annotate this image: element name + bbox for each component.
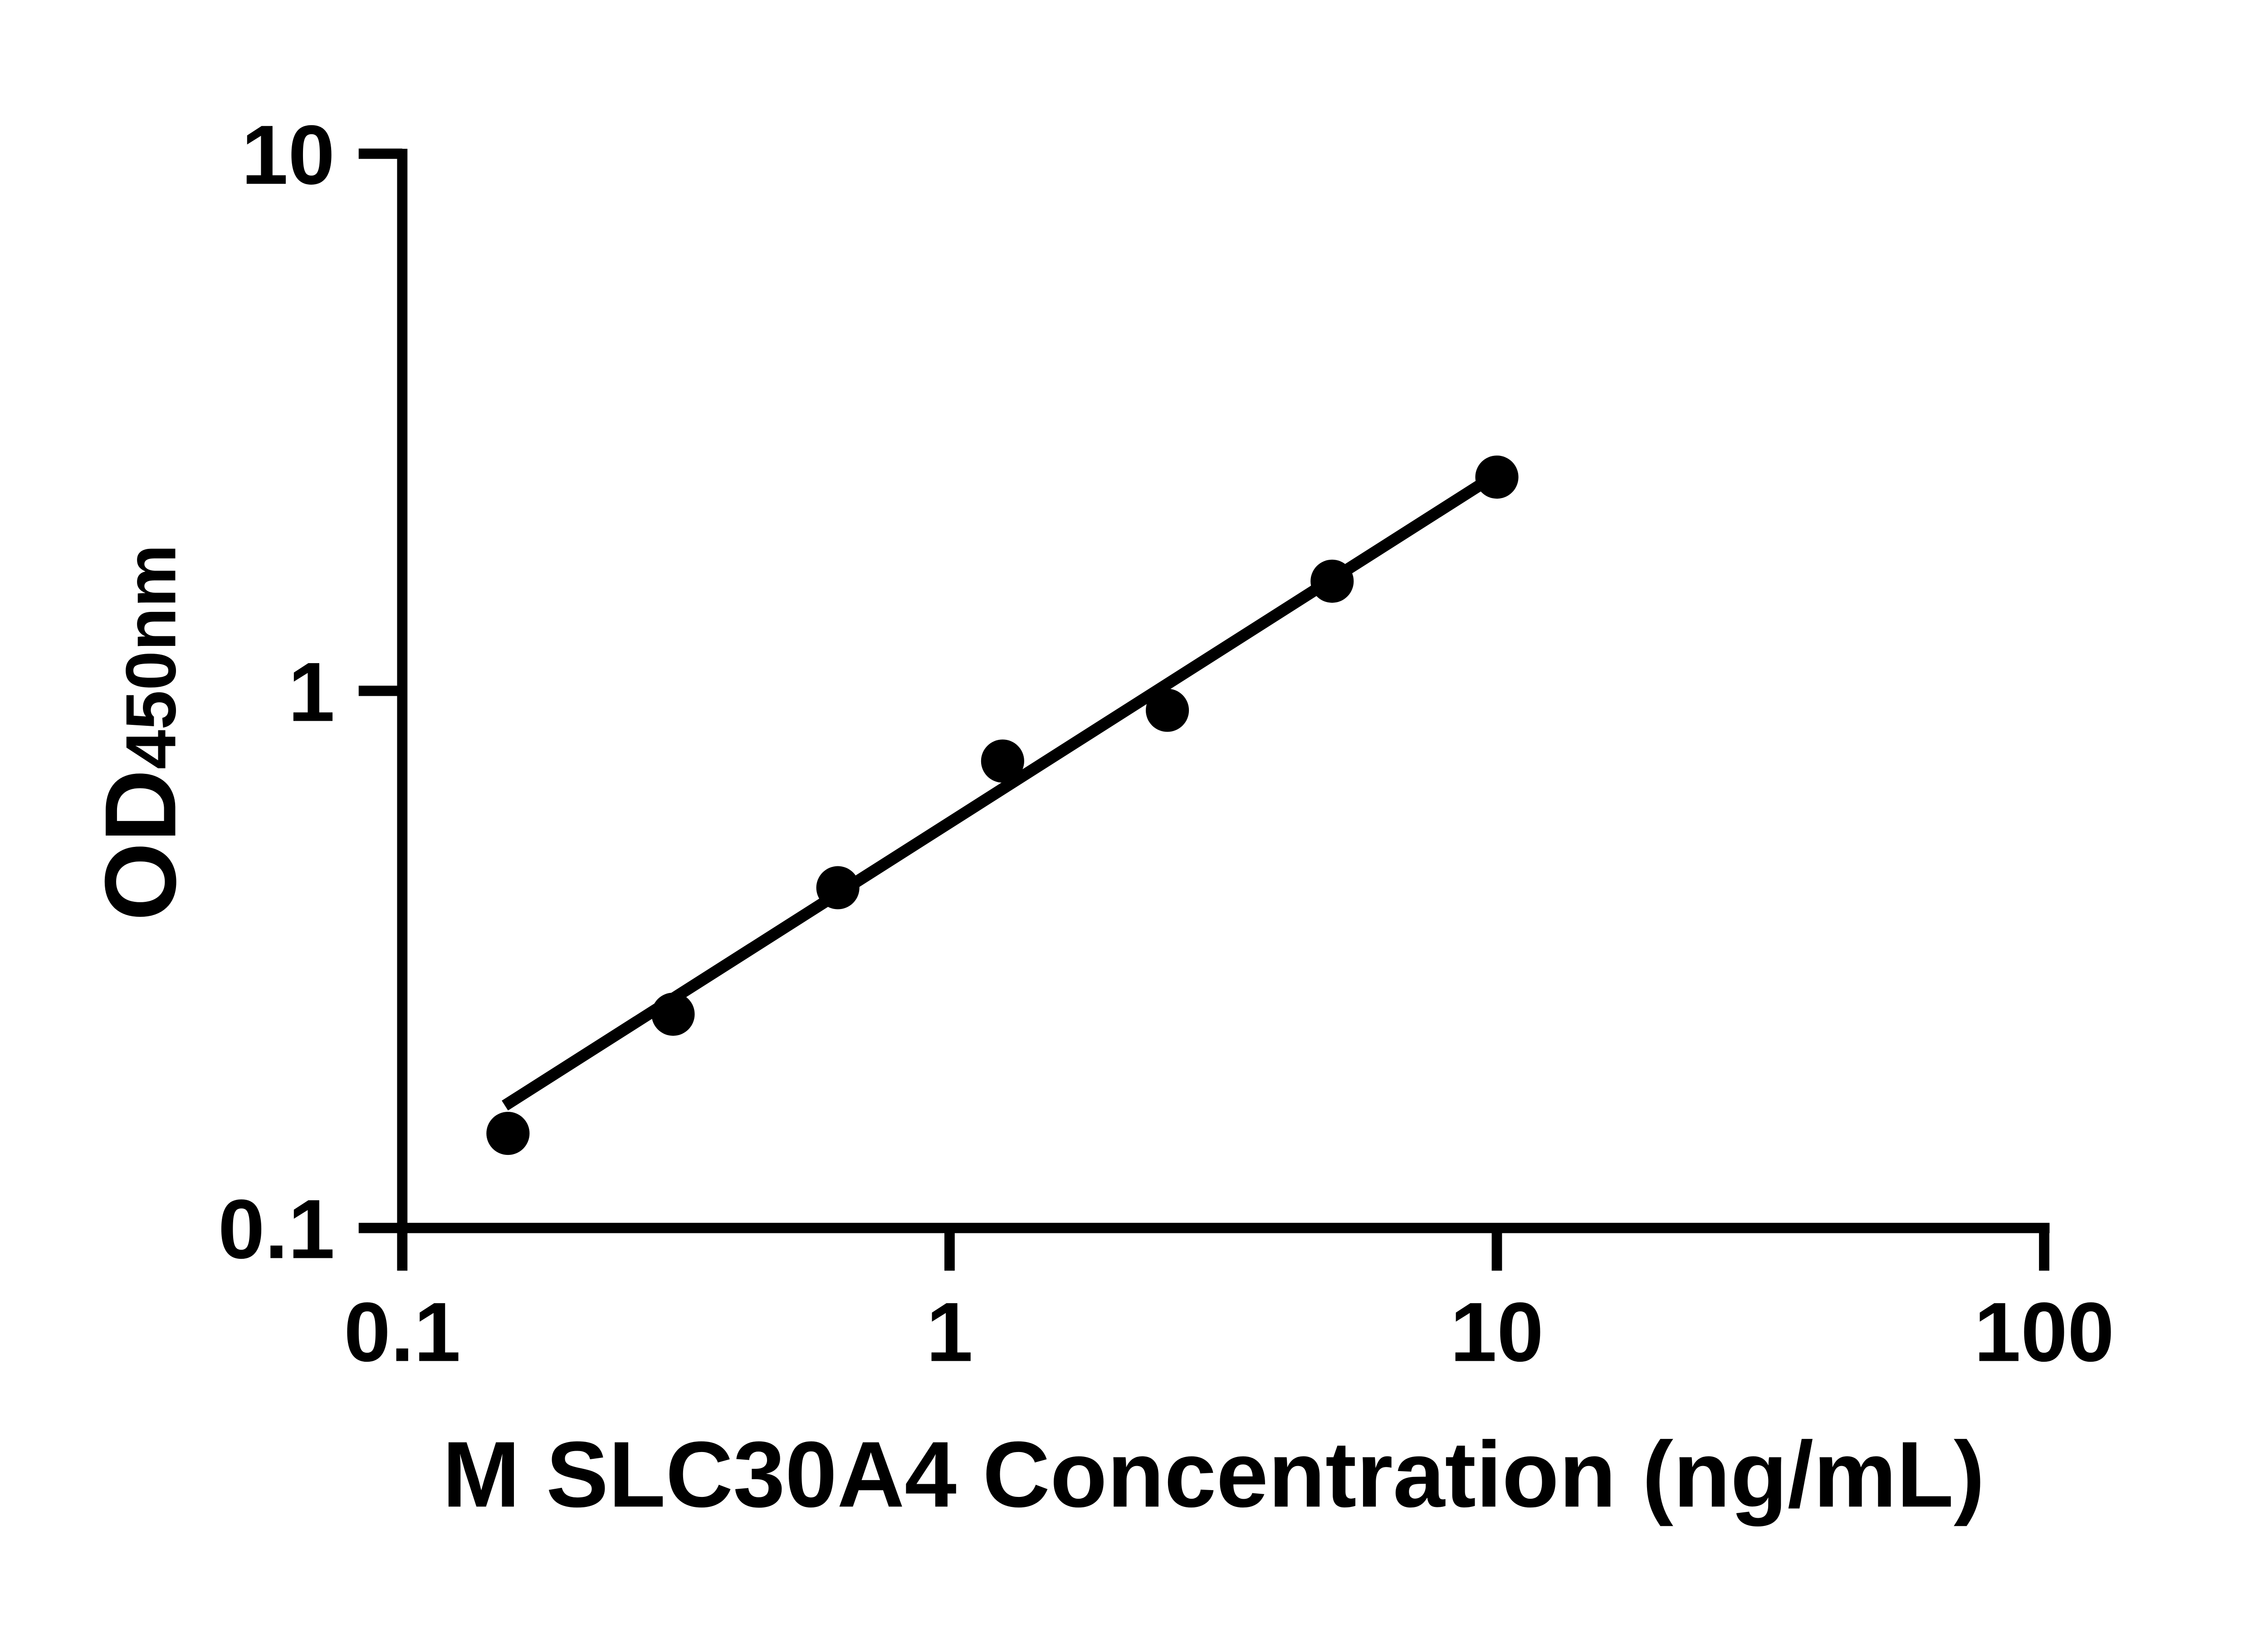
x-tick-label: 1 <box>926 1285 973 1379</box>
data-point <box>1145 689 1189 732</box>
data-points <box>486 455 1519 1155</box>
x-axis-tick-labels: 0.1 1 10 100 <box>344 1285 2114 1379</box>
data-point <box>651 993 695 1036</box>
data-point <box>1475 455 1519 499</box>
x-tick-label: 10 <box>1450 1285 1544 1379</box>
x-axis-ticks <box>397 1228 2049 1271</box>
data-point <box>981 739 1024 783</box>
x-tick-label: 100 <box>1974 1285 2114 1379</box>
data-point <box>486 1112 530 1155</box>
y-axis-title: OD450nm <box>84 544 197 921</box>
data-point <box>816 866 860 909</box>
y-axis-title-sub: 450nm <box>111 544 191 769</box>
x-tick-label: 0.1 <box>344 1285 461 1379</box>
y-tick-label: 10 <box>241 108 335 202</box>
x-axis-title: M SLC30A4 Concentration (ng/mL) <box>442 1422 1985 1526</box>
y-tick-label: 0.1 <box>218 1182 335 1276</box>
data-point <box>1310 559 1354 603</box>
y-axis-ticks <box>358 148 402 1233</box>
y-axis-tick-labels: 10 1 0.1 <box>218 108 335 1276</box>
y-tick-label: 1 <box>288 645 335 739</box>
y-axis-title-main: OD <box>84 769 197 921</box>
